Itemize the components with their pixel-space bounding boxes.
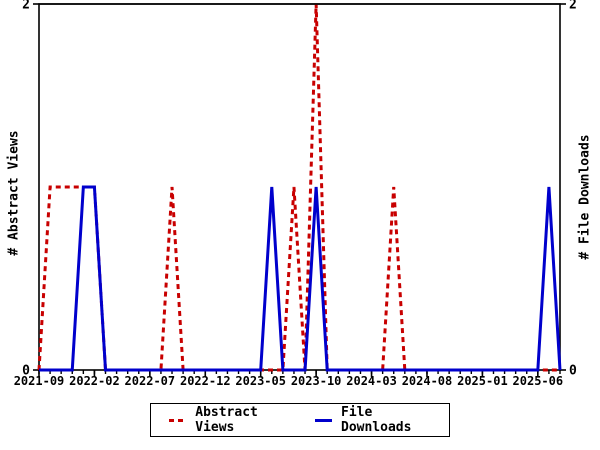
x-tick-label: 2022-12 — [180, 374, 231, 388]
x-tick-label: 2025-06 — [513, 374, 564, 388]
left-y-axis-title: # Abstract Views — [6, 130, 22, 256]
x-tick-label: 2023-10 — [291, 374, 342, 388]
y-left-tick-label: 0 — [22, 364, 30, 379]
legend-label-abstract-views: Abstract Views — [195, 405, 258, 435]
x-tick-label: 2021-09 — [14, 374, 65, 388]
file-downloads-line-sample-icon — [314, 418, 332, 422]
x-tick-label: 2023-05 — [235, 374, 286, 388]
abstract-views-line — [37, 3, 560, 372]
right-y-axis-title: # File Downloads — [577, 134, 593, 260]
x-tick-label: 2022-07 — [125, 374, 176, 388]
legend: Abstract Views File Downloads — [150, 403, 450, 437]
y-left-tick-label: 2 — [22, 0, 30, 13]
legend-label-file-downloads: File Downloads — [341, 405, 412, 435]
x-tick-label: 2024-08 — [402, 374, 453, 388]
abstract-views-line-sample-icon — [169, 418, 187, 422]
y-right-tick-label: 2 — [569, 0, 577, 13]
x-tick-label: 2024-03 — [346, 374, 397, 388]
y-right-tick-label: 0 — [569, 364, 577, 379]
x-tick-label: 2025-01 — [457, 374, 508, 388]
file-downloads-line — [39, 185, 562, 372]
x-tick-label: 2022-02 — [69, 374, 120, 388]
plot-frame — [38, 3, 561, 371]
